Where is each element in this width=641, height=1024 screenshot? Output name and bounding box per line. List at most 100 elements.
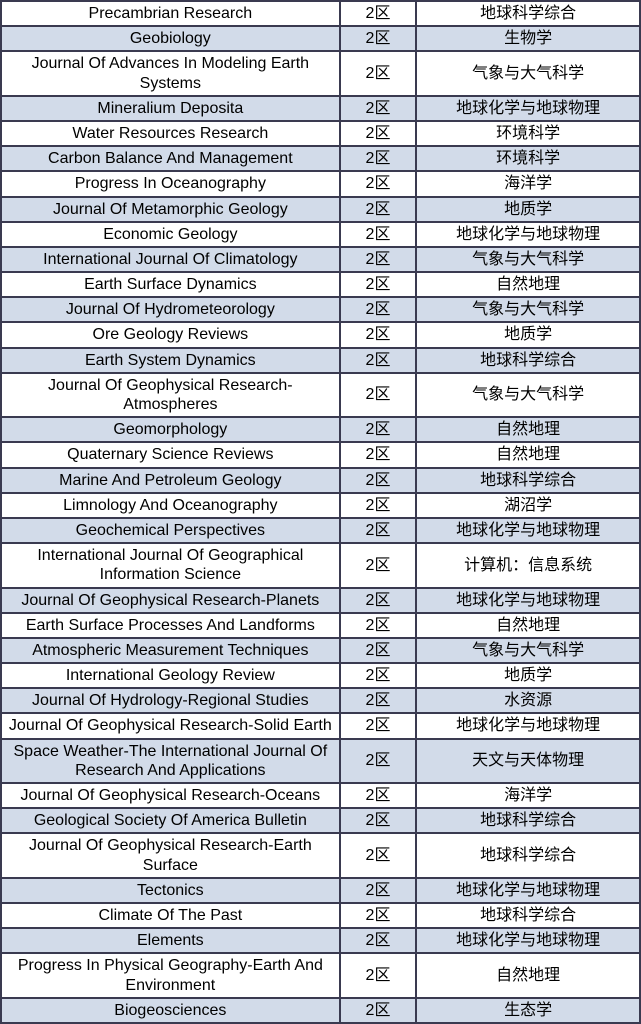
journal-cell: Journal Of Geophysical Research-Planets xyxy=(1,588,340,613)
zone-cell: 2区 xyxy=(340,171,417,196)
table-row: Journal Of Geophysical Research-Solid Ea… xyxy=(1,713,640,738)
zone-cell: 2区 xyxy=(340,663,417,688)
table-row: Precambrian Research2区地球科学综合 xyxy=(1,1,640,26)
zone-cell: 2区 xyxy=(340,688,417,713)
journal-cell: Marine And Petroleum Geology xyxy=(1,468,340,493)
journal-cell: Journal Of Advances In Modeling Earth Sy… xyxy=(1,51,340,95)
table-row: Water Resources Research2区环境科学 xyxy=(1,121,640,146)
zone-cell: 2区 xyxy=(340,833,417,877)
category-cell: 自然地理 xyxy=(416,442,640,467)
category-cell: 地球科学综合 xyxy=(416,903,640,928)
table-row: International Journal Of Climatology2区气象… xyxy=(1,247,640,272)
category-cell: 地质学 xyxy=(416,663,640,688)
journal-table: Precambrian Research2区地球科学综合Geobiology2区… xyxy=(0,0,641,1024)
category-cell: 地球化学与地球物理 xyxy=(416,222,640,247)
table-row: Geomorphology2区自然地理 xyxy=(1,417,640,442)
category-cell: 地球化学与地球物理 xyxy=(416,878,640,903)
table-row: Progress In Oceanography2区海洋学 xyxy=(1,171,640,196)
zone-cell: 2区 xyxy=(340,638,417,663)
journal-cell: Geological Society Of America Bulletin xyxy=(1,808,340,833)
table-row: Journal Of Hydrology-Regional Studies2区水… xyxy=(1,688,640,713)
journal-cell: Carbon Balance And Management xyxy=(1,146,340,171)
table-row: Journal Of Advances In Modeling Earth Sy… xyxy=(1,51,640,95)
zone-cell: 2区 xyxy=(340,903,417,928)
category-cell: 天文与天体物理 xyxy=(416,739,640,783)
category-cell: 气象与大气科学 xyxy=(416,51,640,95)
table-row: Journal Of Geophysical Research-Planets2… xyxy=(1,588,640,613)
table-row: Journal Of Metamorphic Geology2区地质学 xyxy=(1,197,640,222)
table-row: Earth Surface Processes And Landforms2区自… xyxy=(1,613,640,638)
zone-cell: 2区 xyxy=(340,953,417,997)
category-cell: 地球化学与地球物理 xyxy=(416,713,640,738)
journal-cell: Atmospheric Measurement Techniques xyxy=(1,638,340,663)
zone-cell: 2区 xyxy=(340,96,417,121)
category-cell: 水资源 xyxy=(416,688,640,713)
table-row: Geobiology2区生物学 xyxy=(1,26,640,51)
category-cell: 自然地理 xyxy=(416,613,640,638)
zone-cell: 2区 xyxy=(340,222,417,247)
table-row: Journal Of Geophysical Research-Atmosphe… xyxy=(1,373,640,417)
table-row: International Geology Review2区地质学 xyxy=(1,663,640,688)
category-cell: 地球化学与地球物理 xyxy=(416,588,640,613)
table-row: Journal Of Hydrometeorology2区气象与大气科学 xyxy=(1,297,640,322)
zone-cell: 2区 xyxy=(340,146,417,171)
category-cell: 海洋学 xyxy=(416,783,640,808)
journal-table-body: Precambrian Research2区地球科学综合Geobiology2区… xyxy=(1,1,640,1023)
journal-cell: Space Weather-The International Journal … xyxy=(1,739,340,783)
table-row: Earth Surface Dynamics2区自然地理 xyxy=(1,272,640,297)
journal-cell: Mineralium Deposita xyxy=(1,96,340,121)
category-cell: 地球科学综合 xyxy=(416,1,640,26)
category-cell: 地球化学与地球物理 xyxy=(416,518,640,543)
table-row: Mineralium Deposita2区地球化学与地球物理 xyxy=(1,96,640,121)
journal-cell: International Journal Of Climatology xyxy=(1,247,340,272)
journal-cell: Earth Surface Dynamics xyxy=(1,272,340,297)
category-cell: 气象与大气科学 xyxy=(416,638,640,663)
zone-cell: 2区 xyxy=(340,373,417,417)
zone-cell: 2区 xyxy=(340,1,417,26)
journal-cell: Journal Of Hydrometeorology xyxy=(1,297,340,322)
journal-cell: Journal Of Geophysical Research-Oceans xyxy=(1,783,340,808)
zone-cell: 2区 xyxy=(340,713,417,738)
category-cell: 地球化学与地球物理 xyxy=(416,928,640,953)
journal-cell: International Geology Review xyxy=(1,663,340,688)
zone-cell: 2区 xyxy=(340,739,417,783)
category-cell: 海洋学 xyxy=(416,171,640,196)
category-cell: 环境科学 xyxy=(416,146,640,171)
journal-cell: Climate Of The Past xyxy=(1,903,340,928)
category-cell: 地球科学综合 xyxy=(416,808,640,833)
journal-cell: Journal Of Metamorphic Geology xyxy=(1,197,340,222)
category-cell: 自然地理 xyxy=(416,272,640,297)
zone-cell: 2区 xyxy=(340,417,417,442)
journal-cell: Earth System Dynamics xyxy=(1,348,340,373)
category-cell: 气象与大气科学 xyxy=(416,297,640,322)
category-cell: 地球科学综合 xyxy=(416,833,640,877)
zone-cell: 2区 xyxy=(340,121,417,146)
category-cell: 生物学 xyxy=(416,26,640,51)
journal-cell: Journal Of Geophysical Research-Solid Ea… xyxy=(1,713,340,738)
journal-cell: Geomorphology xyxy=(1,417,340,442)
journal-cell: Journal Of Geophysical Research-Earth Su… xyxy=(1,833,340,877)
zone-cell: 2区 xyxy=(340,613,417,638)
table-row: Earth System Dynamics2区地球科学综合 xyxy=(1,348,640,373)
table-row: Ore Geology Reviews2区地质学 xyxy=(1,322,640,347)
journal-cell: Journal Of Geophysical Research-Atmosphe… xyxy=(1,373,340,417)
table-row: Economic Geology2区地球化学与地球物理 xyxy=(1,222,640,247)
table-row: Tectonics2区地球化学与地球物理 xyxy=(1,878,640,903)
category-cell: 地质学 xyxy=(416,322,640,347)
table-row: Limnology And Oceanography2区湖沼学 xyxy=(1,493,640,518)
journal-cell: Biogeosciences xyxy=(1,998,340,1023)
table-row: Journal Of Geophysical Research-Earth Su… xyxy=(1,833,640,877)
table-row: Geochemical Perspectives2区地球化学与地球物理 xyxy=(1,518,640,543)
zone-cell: 2区 xyxy=(340,348,417,373)
table-row: Progress In Physical Geography-Earth And… xyxy=(1,953,640,997)
category-cell: 气象与大气科学 xyxy=(416,373,640,417)
table-row: Geological Society Of America Bulletin2区… xyxy=(1,808,640,833)
category-cell: 湖沼学 xyxy=(416,493,640,518)
category-cell: 气象与大气科学 xyxy=(416,247,640,272)
zone-cell: 2区 xyxy=(340,543,417,587)
journal-cell: Progress In Oceanography xyxy=(1,171,340,196)
category-cell: 计算机：信息系统 xyxy=(416,543,640,587)
zone-cell: 2区 xyxy=(340,928,417,953)
journal-cell: Earth Surface Processes And Landforms xyxy=(1,613,340,638)
zone-cell: 2区 xyxy=(340,783,417,808)
